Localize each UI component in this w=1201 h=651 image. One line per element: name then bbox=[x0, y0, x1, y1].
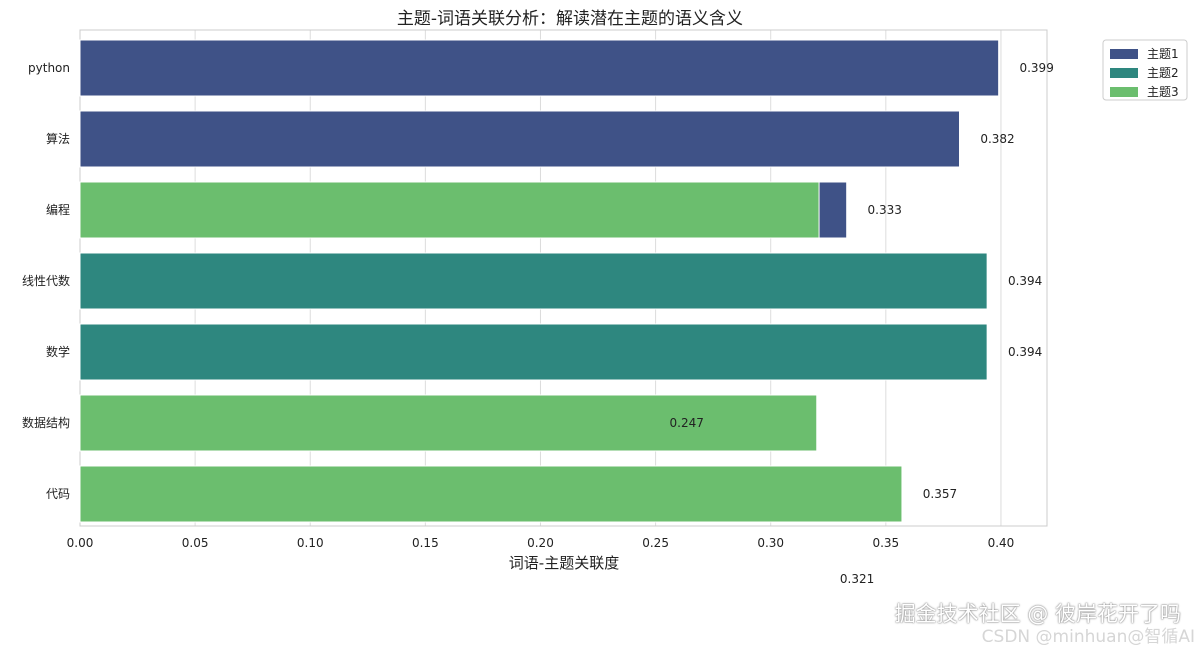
data-label: 0.394 bbox=[1008, 345, 1042, 359]
data-label: 0.357 bbox=[923, 487, 957, 501]
data-label: 0.321 bbox=[840, 572, 874, 586]
bar-主题2-线性代数 bbox=[79, 252, 988, 310]
y-tick-label: 算法 bbox=[46, 131, 70, 146]
data-label: 0.333 bbox=[868, 203, 902, 217]
bar-主题1-python bbox=[79, 39, 1000, 97]
bar-主题3-数据结构 bbox=[79, 394, 818, 452]
bar-主题3-编程 bbox=[79, 181, 820, 239]
x-tick-label: 0.10 bbox=[297, 536, 324, 550]
bar-主题3-代码 bbox=[79, 465, 903, 523]
x-tick-label: 0.00 bbox=[67, 536, 94, 550]
x-tick-label: 0.20 bbox=[527, 536, 554, 550]
x-axis-label: 词语-主题关联度 bbox=[509, 554, 619, 572]
chart-title: 主题-词语关联分析：解读潜在主题的语义含义 bbox=[397, 9, 743, 29]
legend-swatch bbox=[1110, 68, 1138, 78]
bar-主题2-数学 bbox=[79, 323, 988, 381]
x-tick-label: 0.40 bbox=[988, 536, 1015, 550]
y-tick-label: 代码 bbox=[46, 487, 70, 501]
legend: 主题1 主题2 主题3 bbox=[1102, 39, 1188, 101]
y-tick-label: 数据结构 bbox=[22, 415, 70, 430]
y-tick-label: 编程 bbox=[46, 202, 70, 217]
x-tick-label: 0.35 bbox=[872, 536, 899, 550]
data-labels: 0.399 0.382 0.333 0.394 0.394 0.247 0.357 0.321… bbox=[670, 61, 1054, 651]
legend-swatch bbox=[1110, 87, 1138, 97]
data-label: 0.382 bbox=[980, 132, 1014, 146]
legend-label: 主题2 bbox=[1147, 66, 1179, 80]
x-tick-label: 0.25 bbox=[642, 536, 669, 550]
data-label: 0.247 bbox=[670, 416, 704, 430]
legend-label: 主题1 bbox=[1147, 47, 1179, 61]
watermark-csdn: CSDN @minhuan@智循AI bbox=[981, 627, 1195, 647]
y-tick-label: 数学 bbox=[46, 344, 70, 359]
data-label: 0.399 bbox=[1019, 61, 1053, 75]
y-tick-label: 线性代数 bbox=[22, 273, 70, 288]
legend-label: 主题3 bbox=[1147, 85, 1179, 99]
watermark-juejin: 掘金技术社区 @ 彼岸花开了吗 bbox=[894, 602, 1181, 626]
y-tick-label: python bbox=[28, 61, 70, 75]
bar-主题1-算法 bbox=[79, 110, 961, 168]
x-tick-labels: 0.00 0.05 0.10 0.15 0.20 0.25 0.30 0.35 0.40 bbox=[67, 536, 1015, 550]
legend-swatch bbox=[1110, 49, 1138, 59]
bars bbox=[79, 39, 1000, 523]
data-label: 0.394 bbox=[1008, 274, 1042, 288]
x-tick-label: 0.15 bbox=[412, 536, 439, 550]
x-tick-label: 0.05 bbox=[182, 536, 209, 550]
x-tick-label: 0.30 bbox=[757, 536, 784, 550]
